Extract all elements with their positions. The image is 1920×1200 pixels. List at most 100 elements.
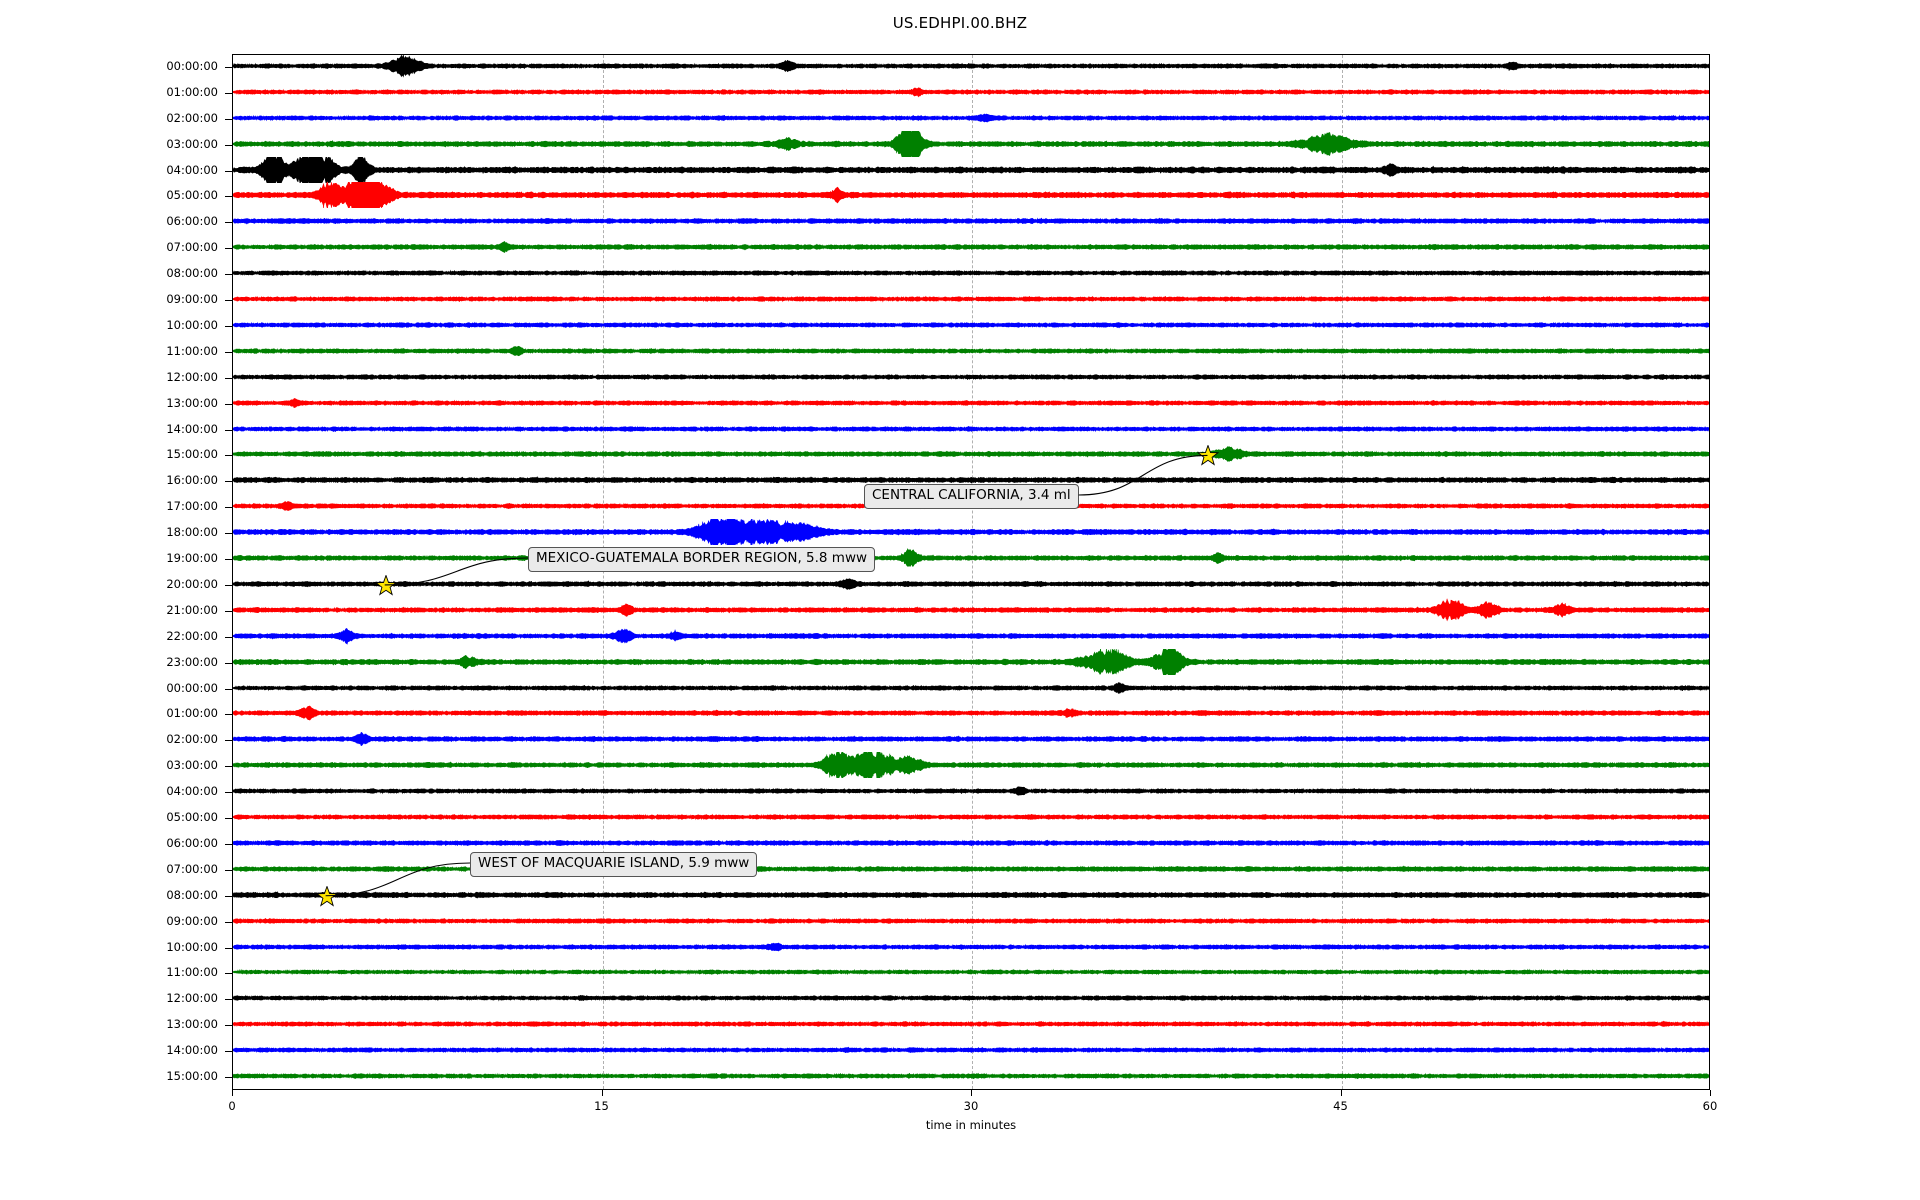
y-tick-mark — [225, 584, 232, 586]
seismic-trace — [233, 364, 1709, 394]
x-tick-mark — [1710, 1090, 1711, 1096]
y-tick-mark — [225, 455, 232, 457]
y-tick-mark — [225, 843, 232, 845]
y-tick-label: 09:00:00 — [166, 913, 218, 928]
y-tick-mark — [225, 429, 232, 431]
trace-path — [233, 269, 1709, 277]
y-tick-mark — [225, 559, 232, 561]
seismic-trace — [233, 752, 1709, 782]
gridline-x-45 — [1341, 55, 1343, 1089]
x-tick-label: 0 — [228, 1099, 236, 1113]
trace-path — [233, 681, 1709, 694]
y-tick-mark — [225, 351, 232, 353]
seismic-trace — [233, 934, 1709, 964]
y-tick-mark — [225, 999, 232, 1001]
y-tick-mark — [225, 1025, 232, 1027]
trace-path — [233, 598, 1709, 622]
y-tick-label: 03:00:00 — [166, 758, 218, 773]
seismic-trace — [233, 726, 1709, 756]
trace-path — [233, 752, 1709, 779]
trace-path — [233, 648, 1709, 675]
y-tick-mark — [225, 1077, 232, 1079]
seismic-trace — [233, 182, 1709, 212]
y-tick-mark — [225, 610, 232, 612]
y-tick-label: 18:00:00 — [166, 525, 218, 540]
seismic-trace — [233, 623, 1709, 653]
x-tick-label: 30 — [963, 1099, 979, 1113]
seismic-trace — [233, 416, 1709, 446]
y-tick-label: 22:00:00 — [166, 628, 218, 643]
trace-path — [233, 578, 1709, 590]
y-tick-label: 21:00:00 — [166, 602, 218, 617]
y-tick-mark — [225, 1051, 232, 1053]
trace-path — [233, 373, 1709, 381]
x-tick-mark — [601, 1090, 603, 1096]
seismic-trace — [233, 778, 1709, 808]
seismic-trace — [233, 519, 1709, 549]
trace-path — [233, 55, 1709, 78]
trace-path — [233, 217, 1709, 225]
trace-path — [233, 130, 1709, 157]
trace-path — [233, 732, 1709, 747]
seismic-trace — [233, 105, 1709, 135]
seismic-trace — [233, 79, 1709, 109]
y-tick-mark — [225, 636, 232, 638]
y-tick-label: 02:00:00 — [166, 110, 218, 125]
seismic-trace — [233, 804, 1709, 834]
seismic-trace — [233, 312, 1709, 342]
y-tick-label: 09:00:00 — [166, 292, 218, 307]
y-tick-mark — [225, 869, 232, 871]
x-tick-mark — [971, 1090, 972, 1096]
y-tick-mark — [225, 92, 232, 94]
y-tick-label: 14:00:00 — [166, 421, 218, 436]
y-tick-label: 07:00:00 — [166, 240, 218, 255]
seismic-trace — [233, 260, 1709, 290]
y-tick-label: 00:00:00 — [166, 58, 218, 73]
trace-path — [233, 519, 1709, 546]
trace-path — [233, 994, 1709, 1002]
trace-path — [233, 345, 1709, 357]
y-tick-mark — [225, 895, 232, 897]
x-tick-mark — [1340, 1090, 1342, 1096]
y-tick-label: 11:00:00 — [166, 343, 218, 358]
y-tick-label: 12:00:00 — [166, 369, 218, 384]
y-tick-mark — [225, 921, 232, 923]
y-tick-mark — [225, 403, 232, 405]
y-tick-label: 15:00:00 — [166, 447, 218, 462]
y-tick-mark — [225, 740, 232, 742]
gridline-x-30 — [972, 55, 973, 1089]
y-tick-mark — [225, 66, 232, 68]
gridline-x-15 — [602, 55, 604, 1089]
trace-path — [233, 917, 1709, 924]
trace-path — [233, 1046, 1709, 1054]
y-tick-label: 04:00:00 — [166, 784, 218, 799]
y-tick-mark — [225, 144, 232, 146]
trace-path — [233, 321, 1709, 329]
y-tick-mark — [225, 248, 232, 250]
y-tick-label: 10:00:00 — [166, 939, 218, 954]
seismic-trace — [233, 156, 1709, 187]
event-annotation-label[interactable]: MEXICO-GUATEMALA BORDER REGION, 5.8 mww — [528, 547, 876, 572]
y-tick-mark — [225, 481, 232, 483]
y-tick-label: 00:00:00 — [166, 680, 218, 695]
trace-path — [233, 476, 1709, 484]
trace-path — [233, 627, 1709, 645]
seismic-trace — [233, 234, 1709, 264]
seismic-trace — [233, 985, 1709, 1015]
event-annotation-label[interactable]: CENTRAL CALIFORNIA, 3.4 ml — [864, 484, 1079, 509]
y-tick-mark — [225, 533, 232, 535]
trace-path — [233, 891, 1709, 899]
seismic-trace — [233, 959, 1709, 989]
y-tick-label: 08:00:00 — [166, 266, 218, 281]
y-tick-mark — [225, 274, 232, 276]
trace-path — [233, 786, 1709, 796]
event-annotation-label[interactable]: WEST OF MACQUARIE ISLAND, 5.9 mww — [470, 852, 758, 877]
trace-path — [233, 942, 1709, 951]
y-tick-mark — [225, 507, 232, 509]
trace-path — [233, 156, 1709, 183]
y-tick-mark — [225, 118, 232, 120]
seismic-trace — [233, 441, 1709, 471]
x-axis-label: time in minutes — [925, 1118, 1017, 1132]
y-tick-label: 14:00:00 — [166, 1043, 218, 1058]
trace-path — [233, 87, 1709, 98]
